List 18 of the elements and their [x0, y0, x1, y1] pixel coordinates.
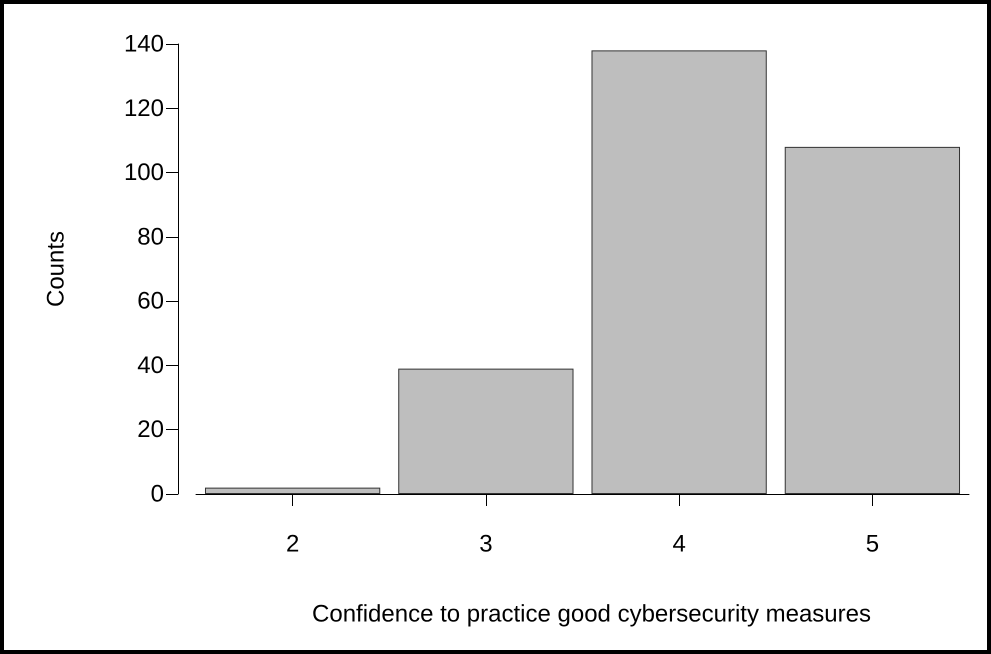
y-tick-label: 140	[124, 30, 164, 58]
y-tick-label: 100	[124, 159, 164, 186]
y-tick-label: 40	[137, 352, 164, 379]
bar	[591, 50, 767, 494]
y-tick-label: 120	[124, 94, 164, 122]
bar	[204, 488, 380, 494]
y-tick-label: 60	[137, 288, 164, 315]
x-tick-label: 3	[479, 530, 493, 558]
y-tick-label: 0	[150, 480, 164, 508]
bar	[398, 368, 574, 494]
y-axis-title: Counts	[42, 230, 70, 308]
bar	[784, 146, 960, 494]
y-tick-label: 80	[137, 223, 164, 250]
x-tick-label: 5	[866, 530, 880, 558]
x-tick-label: 4	[672, 530, 686, 558]
y-tick-label: 20	[137, 416, 164, 444]
x-axis-title: Confidence to practice good cybersecurity measures	[312, 600, 871, 628]
x-tick-label: 2	[286, 530, 300, 558]
